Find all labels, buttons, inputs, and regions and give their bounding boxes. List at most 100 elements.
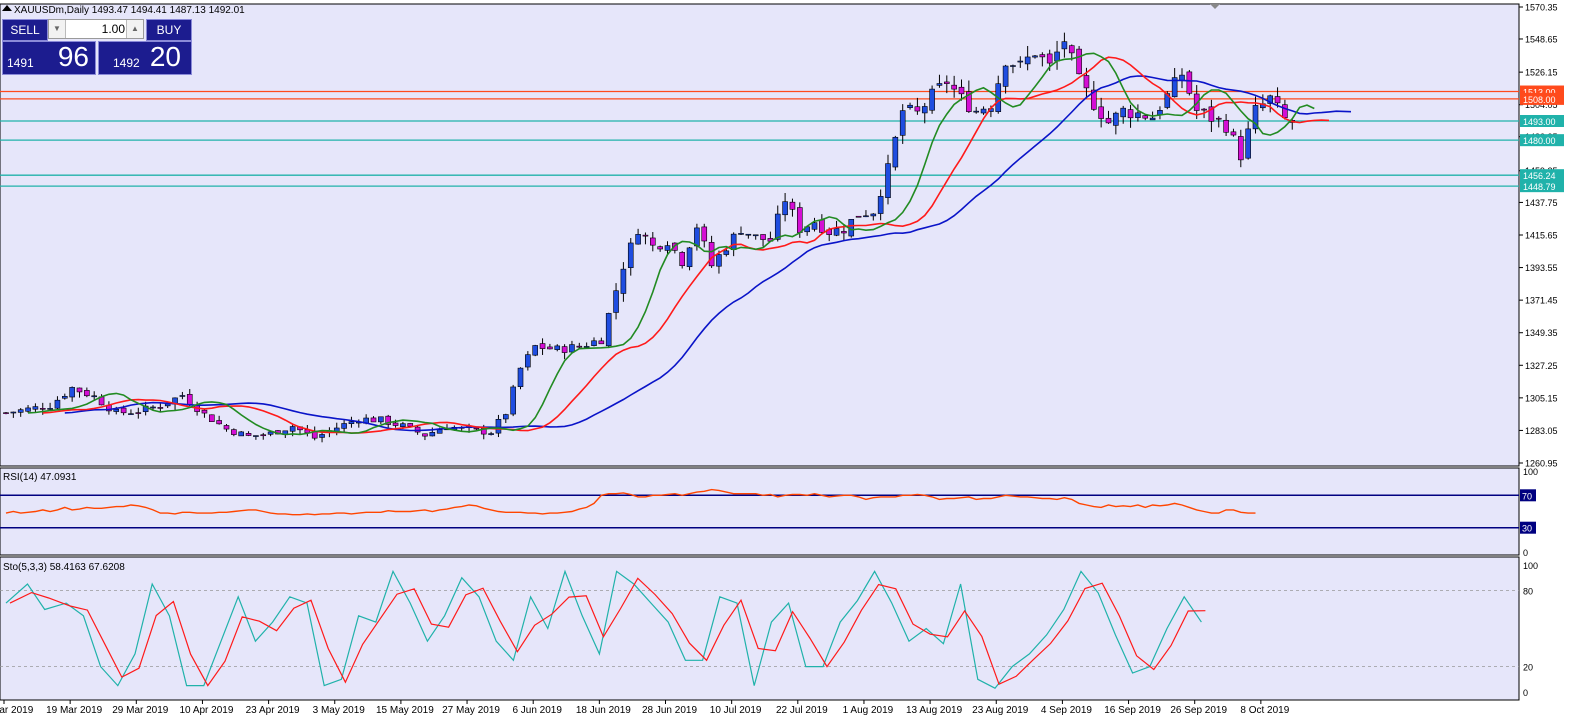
candle-body [113,409,120,412]
lot-decrease-arrow-icon[interactable]: ▼ [49,20,66,38]
time-tick-label: 3 May 2019 [313,705,366,716]
candle-body [738,233,744,235]
candle-body [591,340,597,346]
level-tag-2 [1520,115,1564,127]
bid-price-display[interactable]: 1491 96 [2,41,96,75]
candle-body [1068,45,1075,54]
candle-body [1230,131,1237,136]
ask-price-display[interactable]: 1492 20 [98,41,192,75]
time-tick-label: 18 Jun 2019 [576,705,631,716]
bid-price-pips: 96 [57,41,89,72]
candle-body [1215,117,1222,120]
candle-body [694,227,700,247]
level-tag-label: 1456.24 [1523,171,1556,181]
price-tick-label: 1437.75 [1525,198,1558,208]
candle-body [84,390,90,397]
candle-body [951,84,957,90]
candle-body [1142,115,1149,119]
buy-button[interactable]: BUY [146,19,192,41]
time-tick-label: 28 Jun 2019 [642,705,697,716]
candle-body [429,431,436,437]
candle-body [1245,128,1251,159]
candle-body [392,422,399,426]
candle-body [936,83,943,86]
candle-body [635,234,641,245]
level-tag-3 [1520,134,1564,147]
candle-body [664,245,671,251]
candle-body [1017,60,1024,63]
candle-body [561,346,568,353]
candle-body [216,420,222,425]
level-tag-label: 1480.00 [1523,136,1556,146]
time-tick-label: 13 Aug 2019 [906,705,963,716]
time-tick-label: 22 Jul 2019 [776,705,828,716]
candle-body [701,226,708,242]
candle-body [760,234,766,240]
one-click-trading-panel: SELL ▼ ▲ BUY 1491 96 1492 20 [2,19,192,77]
candle-body [730,233,737,250]
candle-body [870,213,877,217]
candle-body [3,412,9,414]
candle-body [209,414,215,422]
candle-body [657,246,663,250]
rsi-axis-label: 70 [1522,491,1532,501]
sell-button[interactable]: SELL [2,19,48,41]
candle-body [245,433,252,436]
level-tag-4 [1520,169,1564,182]
candle-body [980,108,987,114]
candle-body [569,344,575,353]
candle-body [25,407,31,412]
stochastic-axis-label: 100 [1523,561,1538,571]
candle-body [686,247,693,268]
candle-body [745,233,752,236]
candle-body [319,434,325,438]
candle-body [966,91,972,112]
time-tick-label: 15 May 2019 [376,705,434,716]
candle-body [525,354,531,368]
main-price-pane [0,3,1520,467]
candle-body [943,81,950,84]
candle-body [1002,65,1009,87]
candle-body [1193,93,1200,111]
rsi-line [5,488,1256,516]
candle-body [819,219,825,233]
candle-body [885,163,891,198]
stochastic-signal-line [9,577,1206,687]
candle-body [532,345,539,356]
candle-body [253,435,259,437]
candle-body [1282,104,1288,119]
candle-body [958,86,965,95]
candle-body [128,413,134,415]
candle-body [502,414,509,420]
candle-body [47,408,53,410]
shift-marker-icon [1210,4,1220,9]
candle-body [488,433,494,435]
rsi-axis-label: 30 [1522,524,1532,534]
candle-body [914,106,921,112]
lot-size-input[interactable] [67,21,125,37]
time-tick-label: 8 Mar 2019 [0,705,34,716]
candle-body [1223,119,1229,133]
lot-increase-arrow-icon[interactable]: ▲ [126,20,143,38]
price-tick-label: 1349.35 [1525,328,1558,338]
candle-body [1267,95,1273,104]
candle-body [1113,112,1119,126]
time-tick-label: 1 Aug 2019 [843,705,894,716]
candle-body [1120,107,1126,118]
candle-body [473,427,480,430]
lot-size-control: ▼ ▲ [48,19,144,39]
price-tick-label: 1415.65 [1525,231,1558,241]
candle-body [289,426,296,432]
ask-price-prefix: 1492 [113,56,140,70]
candle-body [811,222,818,230]
candle-body [157,407,164,409]
candle-body [782,201,788,216]
candle-body [1054,51,1060,62]
candle-body [598,340,605,345]
candle-body [1171,77,1178,98]
candle-body [796,207,803,233]
candle-body [1098,106,1104,119]
price-tick-label: 1548.65 [1525,34,1558,44]
candle-body [789,201,796,210]
